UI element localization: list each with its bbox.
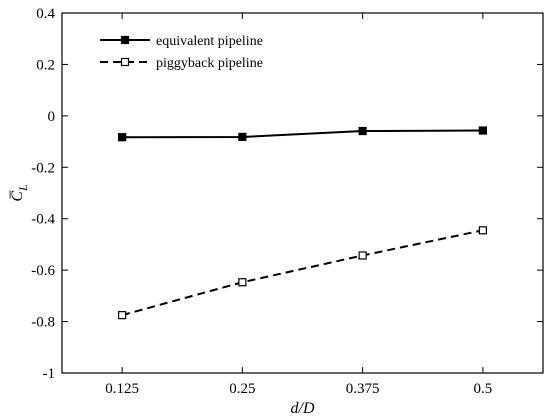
plot-area [61, 12, 544, 374]
series-line [122, 129, 483, 139]
y-tick-label: -1 [43, 366, 56, 382]
x-tick-label: 0.375 [346, 381, 380, 397]
y-tick-label: 0.4 [36, 6, 55, 22]
y-axis: -1 -0.8 -0.6 -0.4 -0.2 0 0.2 0.4 [31, 6, 543, 382]
y-axis-title-symbol: C̅ [9, 190, 26, 201]
legend-entry: equivalent pipeline [100, 34, 263, 49]
legend: equivalent pipeline piggyback pipeline [100, 34, 263, 71]
plot-frame [61, 12, 544, 374]
y-tick-label: 0 [48, 109, 56, 125]
x-tick-label: 0.5 [474, 381, 493, 397]
legend-label: equivalent pipeline [156, 34, 263, 49]
y-axis-title-text: C̅L [9, 184, 30, 202]
y-tick-label: -0.4 [31, 212, 55, 228]
legend-label: piggyback pipeline [156, 56, 263, 71]
legend-marker [120, 57, 130, 67]
y-axis-title-subscript: L [16, 184, 30, 192]
data-point [118, 311, 127, 320]
x-axis: 0.125 0.25 0.375 0.5 [105, 13, 492, 397]
series-1 [118, 226, 487, 320]
y-tick-label: -0.6 [31, 263, 55, 279]
data-point [238, 278, 247, 287]
data-point [238, 132, 247, 142]
series-layer [118, 126, 487, 320]
x-tick-label: 0.25 [229, 381, 255, 397]
series-0 [118, 126, 487, 142]
y-tick-label: -0.8 [31, 315, 55, 331]
data-point [478, 226, 487, 235]
data-point [358, 126, 367, 136]
data-point [358, 251, 367, 260]
y-tick-label: -0.2 [31, 160, 55, 176]
series-line [121, 229, 484, 317]
x-tick-label: 0.125 [105, 381, 139, 397]
y-tick-label: 0.2 [36, 57, 55, 73]
legend-entry: piggyback pipeline [100, 56, 263, 71]
data-point [118, 133, 127, 142]
y-axis-title: C̅L [9, 184, 30, 202]
data-point [478, 126, 487, 135]
legend-marker [120, 35, 130, 45]
x-axis-title: d/D [291, 400, 315, 417]
